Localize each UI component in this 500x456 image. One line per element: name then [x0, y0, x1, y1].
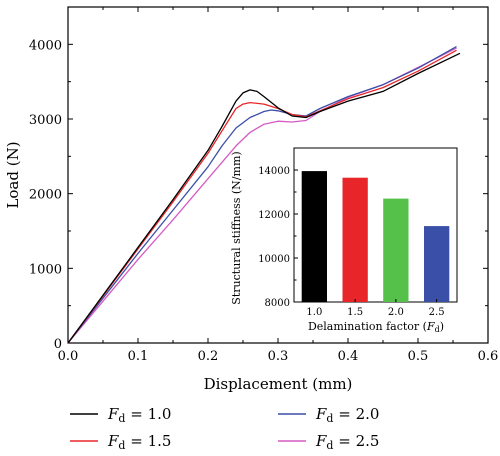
- x-tick-label: 0.6: [478, 349, 499, 364]
- y-tick-label: 1000: [29, 262, 62, 277]
- y-tick-label: 4000: [29, 38, 62, 53]
- legend-label: Fd = 1.0: [107, 405, 171, 425]
- y-axis-title: Load (N): [4, 141, 22, 208]
- inset-bar: [301, 171, 327, 302]
- inset-x-tick-label: 2.0: [388, 307, 404, 318]
- y-tick-label: 0: [54, 337, 62, 352]
- legend-label-value: = 1.0: [125, 405, 171, 423]
- inset-y-tick-label: 14000: [258, 166, 290, 177]
- inset-x-title-close: ): [440, 320, 444, 333]
- x-axis-title: Displacement (mm): [204, 375, 353, 393]
- legend-label-var: F: [107, 405, 119, 423]
- series-line: [67, 46, 457, 344]
- inset-bar: [424, 226, 450, 302]
- x-tick-label: 0.2: [198, 349, 219, 364]
- x-tick-label: 0.0: [58, 349, 79, 364]
- legend: Fd = 1.0Fd = 1.5Fd = 2.0Fd = 2.5: [70, 405, 379, 452]
- series-line: [67, 52, 461, 344]
- legend-label-sub: d: [326, 439, 333, 452]
- inset-x-tick-label: 1.5: [347, 307, 363, 318]
- x-tick-label: 0.5: [408, 349, 429, 364]
- legend-label-value: = 2.5: [333, 432, 379, 450]
- inset-y-axis-title: Structural stiffness (N/mm): [230, 151, 243, 304]
- inset-bar: [383, 198, 409, 302]
- legend-label-sub: d: [118, 439, 125, 452]
- inset-x-tick-label: 1.0: [306, 307, 322, 318]
- inset-x-axis-title: Delamination factor (Fd): [308, 320, 444, 334]
- main-series-lines: [67, 46, 461, 344]
- inset-x-tick-label: 2.5: [429, 307, 445, 318]
- y-tick-label: 2000: [29, 188, 62, 203]
- legend-label: Fd = 1.5: [107, 432, 171, 452]
- legend-label: Fd = 2.5: [315, 432, 379, 452]
- y-tick-label: 3000: [29, 113, 62, 128]
- inset-x-title-main: Delamination factor (: [308, 320, 427, 333]
- inset-y-tick-label: 12000: [258, 210, 290, 221]
- series-line: [67, 49, 457, 344]
- inset-y-tick-label: 10000: [258, 254, 290, 265]
- x-tick-label: 0.1: [128, 349, 149, 364]
- inset-x-title-var: F: [426, 320, 435, 333]
- legend-label: Fd = 2.0: [315, 405, 379, 425]
- inset-y-tick-label: 8000: [265, 298, 290, 309]
- inset-bar: [342, 177, 368, 302]
- legend-label-sub: d: [118, 412, 125, 425]
- legend-label-var: F: [107, 432, 119, 450]
- main-ticks: 0.0 0.1 0.2 0.3 0.4 0.5 0.6 0 1000 2000 3000 4000: [29, 7, 498, 364]
- legend-label-sub: d: [326, 412, 333, 425]
- x-tick-label: 0.3: [268, 349, 289, 364]
- legend-label-var: F: [315, 432, 327, 450]
- legend-label-value: = 2.0: [333, 405, 379, 423]
- legend-label-var: F: [315, 405, 327, 423]
- legend-label-value: = 1.5: [125, 432, 171, 450]
- x-tick-label: 0.4: [338, 349, 359, 364]
- inset-bar-chart: 8000 10000 12000 14000 1.0 1.5 2.0 2.5: [258, 166, 450, 318]
- inset-x-title-sub: d: [435, 325, 440, 334]
